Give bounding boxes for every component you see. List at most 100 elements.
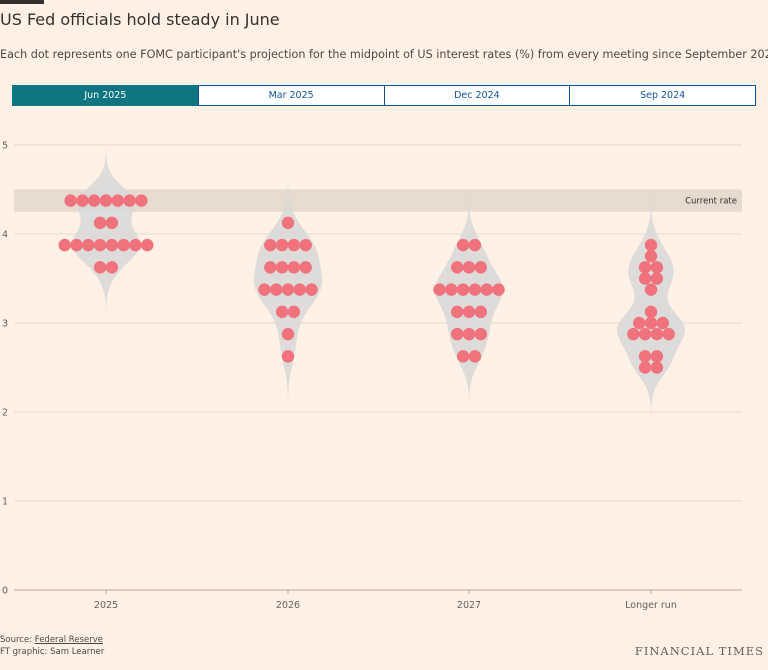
dot-2025 [123,194,136,207]
x-tick-label: 2027 [457,600,481,611]
dot-2027 [480,283,493,296]
dot-2027 [474,305,487,319]
current-rate-band [14,189,742,212]
dot-2025 [135,194,148,207]
dot-2025 [82,238,95,252]
tab-sep-2024[interactable]: Sep 2024 [569,85,756,106]
dot-longer-run [644,250,658,263]
dot-2027 [462,261,476,274]
dot-2025 [76,194,89,207]
dot-2026 [264,238,277,252]
dot-longer-run [627,327,640,341]
dot-longer-run [644,305,658,319]
y-tick-label: 1 [2,497,8,508]
dot-2027 [468,238,482,252]
dot-2025 [111,194,125,207]
dot-2027 [492,283,505,296]
x-tick-label: Longer run [625,600,677,611]
dot-longer-run [650,350,664,363]
dot-2026 [281,216,295,230]
brand-bar [0,0,44,4]
dot-2027 [468,350,482,363]
graphic-credit: FT graphic: Sam Learner [0,647,105,657]
dot-2027 [468,283,482,296]
dot-2027 [474,261,487,274]
dot-2025 [64,194,77,207]
dot-2026 [287,305,301,319]
chart-subtitle: Each dot represents one FOMC participant… [0,48,768,61]
dot-2026 [281,327,295,341]
ft-logo: FINANCIAL TIMES [634,644,764,658]
dot-2026 [258,283,271,296]
dot-longer-run [650,272,664,285]
dot-longer-run [644,238,658,252]
meeting-tabs: Jun 2025 Mar 2025 Dec 2024 Sep 2024 [12,85,756,106]
dot-2026 [275,238,289,252]
chart-title: US Fed officials hold steady in June [0,10,280,29]
dot-2025 [117,238,130,252]
dot-2026 [299,261,312,274]
y-tick-label: 5 [2,141,8,152]
dot-plot-chart: 0 1 2 3 4 5 Current rate 2025 2026 2027 Longer run [2,141,742,611]
dot-2026 [275,261,289,274]
dot-longer-run [638,261,652,274]
dot-2027 [462,305,476,319]
dot-2025 [93,261,107,274]
y-tick-label: 4 [2,230,8,241]
dot-longer-run [650,361,664,374]
dot-longer-run [638,350,652,363]
x-tick-label: 2025 [94,600,118,611]
source-note: Source: Federal Reserve FT graphic: Sam … [0,634,104,658]
dot-2026 [275,305,289,319]
y-tick-label: 3 [2,319,8,330]
current-rate-label: Current rate [685,197,737,207]
dot-2025 [141,238,154,252]
dot-2025 [105,238,119,252]
dot-longer-run [650,261,664,274]
y-tick-label: 0 [2,586,8,597]
dot-longer-run [656,316,669,330]
dot-2026 [287,261,301,274]
dot-longer-run [638,327,652,341]
dot-2027 [456,283,470,296]
source-prefix: Source: [0,635,35,645]
dot-2027 [474,327,487,341]
x-tick-label: 2026 [276,600,300,611]
dot-2025 [70,238,83,252]
violin-2025 [72,147,140,321]
violin-2027 [435,191,503,410]
dot-longer-run [633,316,646,330]
dot-2025 [129,238,142,252]
dot-2025 [93,238,107,252]
dot-longer-run [662,327,675,341]
dot-2025 [105,216,119,230]
source-link[interactable]: Federal Reserve [34,635,103,645]
tab-mar-2025[interactable]: Mar 2025 [197,85,385,106]
dot-2027 [456,350,470,363]
dot-longer-run [650,327,664,341]
dot-2026 [293,283,306,296]
dot-longer-run [644,316,658,330]
tab-jun-2025[interactable]: Jun 2025 [12,85,199,106]
y-tick-label: 2 [2,408,8,419]
dot-longer-run [644,283,658,296]
dot-2027 [462,327,476,341]
dot-2026 [264,261,277,274]
dot-2025 [105,261,119,274]
dot-2026 [299,238,312,252]
dot-2026 [287,238,301,252]
dot-2027 [451,305,464,319]
dot-2027 [433,283,446,296]
dot-2025 [99,194,113,207]
dot-2025 [88,194,101,207]
dot-2026 [281,350,295,363]
dot-2027 [451,327,464,341]
dot-2027 [445,283,458,296]
dot-2025 [93,216,107,230]
dot-2027 [451,261,464,274]
dot-2026 [305,283,318,296]
dot-longer-run [638,361,652,374]
dot-2025 [58,238,71,252]
dot-longer-run [638,272,652,285]
dot-2027 [456,238,470,252]
